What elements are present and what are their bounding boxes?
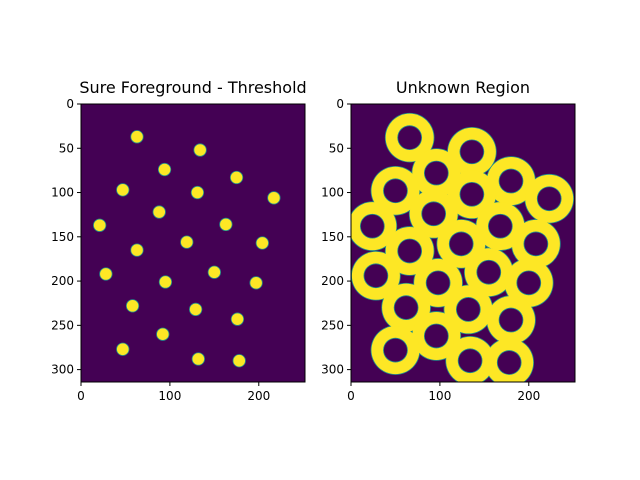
foreground-panel: Sure Foreground - Threshold 0 100 200 0 50 10… [51,78,307,403]
foreground-blob [99,267,113,281]
ring-hole [449,232,473,256]
ring-hole [398,239,422,263]
ring-hole [477,260,501,284]
foreground-blob [157,162,172,177]
foreground-blob [125,299,140,313]
ring-hole [422,202,446,226]
y-tick-label: 50 [59,141,74,155]
x-tick-label: 200 [247,389,270,403]
foreground-blob [229,170,244,185]
image-content [93,130,281,368]
unknown-region-panel: Unknown Region 0 100 200 0 50 100 150 200 250 300 [321,78,576,403]
ring-hole [537,187,561,211]
y-tick-label: 250 [51,318,74,332]
x-tick-label: 100 [158,389,181,403]
y-tick-label: 300 [51,363,74,377]
foreground-blob [116,342,130,356]
foreground-blob [207,265,221,279]
y-tick-label: 150 [51,230,74,244]
y-tick-label: 200 [321,274,344,288]
ring-hole [460,140,484,164]
x-tick-label: 200 [517,389,540,403]
axes-frame [80,103,306,383]
foreground-blob [130,130,144,144]
image-content [351,112,575,382]
foreground-blob [93,218,107,232]
ring-hole [398,126,422,150]
ring-hole [383,338,408,362]
y-tick-label: 50 [329,141,344,155]
ring-hole [456,297,480,321]
ring-hole [360,214,384,238]
ring-hole [424,161,448,185]
ring-hole [394,296,418,320]
axes-frame [350,103,576,383]
y-tick-label: 300 [321,363,344,377]
ring-hole [364,264,388,288]
x-tick-label: 0 [347,389,355,403]
foreground-blob [191,352,205,366]
y-tick-label: 0 [66,97,74,111]
foreground-blob [180,235,194,249]
ring-hole [426,271,450,295]
ring-hole [499,169,523,193]
foreground-blob [190,185,205,200]
foreground-blob [267,191,281,205]
ring-hole [497,350,521,375]
foreground-blob [193,143,207,157]
foreground-blob [116,183,130,197]
ring-hole [424,324,448,348]
y-tick-label: 200 [51,274,74,288]
ring-hole [517,271,541,295]
foreground-title: Sure Foreground - Threshold [79,78,306,97]
ring-hole [499,308,523,332]
y-tick-label: 150 [321,230,344,244]
foreground-blob [232,354,246,368]
unknown-region-title: Unknown Region [396,78,530,97]
x-tick-label: 100 [428,389,451,403]
foreground-blob [189,302,203,317]
foreground-blob [230,312,245,326]
ring-hole [524,232,548,256]
foreground-blob [158,275,173,289]
y-tick-label: 0 [336,97,344,111]
y-tick-label: 100 [321,186,344,200]
ring-hole [458,349,482,373]
ring-hole [488,214,512,238]
foreground-blob [130,243,144,257]
foreground-blob [156,327,170,341]
ring-hole [460,182,484,206]
y-tick-label: 250 [321,318,344,332]
foreground-blob [255,236,269,250]
foreground-blob [219,217,233,232]
foreground-blob [249,276,263,290]
foreground-blob [152,205,166,219]
x-tick-label: 0 [77,389,85,403]
ring-hole [383,179,408,203]
y-tick-label: 100 [51,186,74,200]
